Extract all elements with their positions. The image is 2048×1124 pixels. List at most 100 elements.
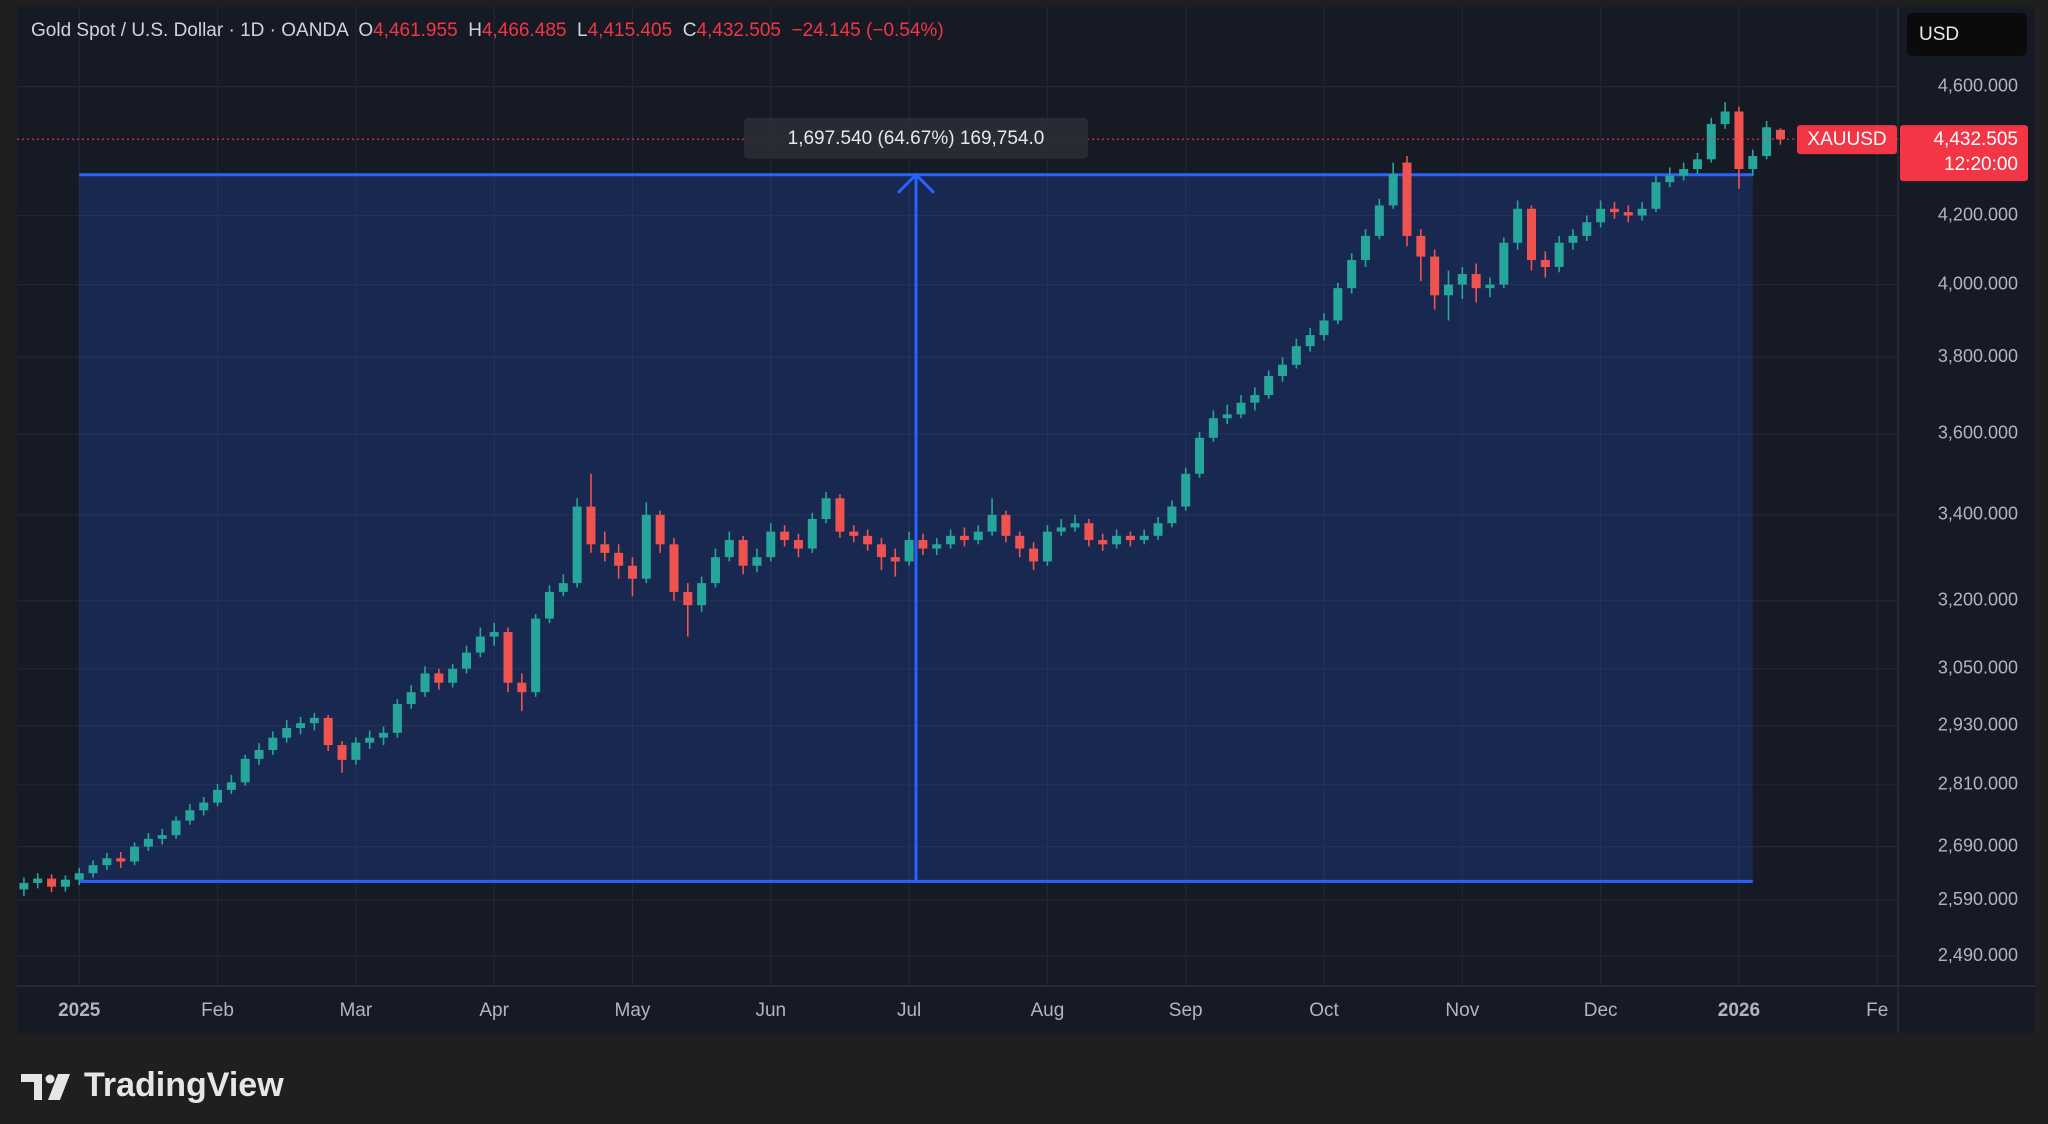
candle-body: [1692, 159, 1702, 170]
candle-body: [1139, 535, 1149, 541]
y-tick-label: 2,590.000: [1938, 889, 2018, 909]
candle-body: [876, 544, 886, 558]
candle-body: [1499, 242, 1509, 285]
candle-body: [544, 591, 554, 619]
candle-body: [669, 544, 679, 592]
x-tick-label: Jul: [897, 1000, 921, 1021]
y-tick-label: 4,000.000: [1938, 273, 2018, 293]
candle-body: [296, 723, 306, 729]
candle-body: [1195, 437, 1205, 474]
candle-body: [1264, 376, 1274, 396]
candle-body: [185, 810, 195, 821]
candle-body: [323, 717, 333, 746]
candle-body: [1112, 535, 1122, 545]
candle-body: [74, 873, 84, 880]
candle-body: [213, 789, 223, 803]
x-tick-label: Oct: [1309, 1000, 1339, 1021]
y-tick-label: 2,490.000: [1938, 945, 2018, 965]
candle-body: [309, 717, 319, 724]
candle-body: [1734, 111, 1744, 170]
currency-button[interactable]: USD: [1907, 13, 2027, 56]
candle-body: [558, 583, 568, 592]
candle-body: [697, 583, 707, 606]
candle-body: [531, 618, 541, 693]
candle-body: [683, 591, 693, 606]
candle-body: [1554, 242, 1564, 268]
candle-body: [226, 782, 236, 790]
candle-body: [143, 838, 153, 847]
candle-body: [821, 498, 831, 520]
candle-body: [420, 673, 430, 693]
x-tick-label: Fe: [1866, 1000, 1888, 1021]
symbol-tag: [1797, 125, 1897, 155]
candle-body: [282, 728, 292, 738]
candle-body: [517, 682, 527, 693]
logo-icon: [45, 1074, 55, 1084]
candle-body: [1388, 173, 1398, 206]
candle-body: [1430, 256, 1440, 296]
candle-body: [904, 540, 914, 562]
x-tick-label: 2026: [1718, 1000, 1760, 1021]
candle-body: [1402, 162, 1412, 236]
measure-label: 1,697.540 (64.67%) 169,754.0: [788, 128, 1045, 149]
candle-body: [1457, 274, 1467, 285]
candle-body: [47, 878, 57, 887]
ohlc-value: 4,432.505: [696, 20, 781, 41]
ohlc-value: 4,466.485: [481, 20, 567, 41]
x-tick-label: Feb: [201, 1000, 234, 1021]
candle-body: [475, 636, 485, 653]
candle-body: [1651, 182, 1661, 209]
candle-body: [1084, 523, 1094, 541]
candle-body: [766, 531, 776, 558]
candle-body: [503, 632, 513, 683]
candle-body: [448, 668, 458, 683]
candle-body: [1637, 208, 1647, 216]
candle-body: [1471, 274, 1481, 289]
x-tick-label: Nov: [1445, 1000, 1479, 1021]
candle-body: [1775, 129, 1785, 140]
candle-body: [1029, 548, 1039, 562]
candle-body: [1443, 284, 1453, 296]
candle-body: [1319, 320, 1329, 336]
candle-body: [1623, 212, 1633, 216]
candle-body: [1333, 288, 1343, 321]
candle-body: [171, 820, 181, 836]
candle-body: [835, 498, 845, 532]
candle-body: [489, 632, 499, 637]
candle-body: [19, 882, 29, 890]
ohlc-value: 4,415.405: [587, 20, 673, 41]
candle-body: [1153, 523, 1163, 536]
candle-body: [365, 737, 375, 743]
ohlc-key: H: [468, 20, 482, 41]
candle-body: [1250, 395, 1260, 403]
candle-body: [614, 552, 624, 566]
candle-body: [1609, 208, 1619, 213]
candle-body: [807, 519, 817, 549]
candle-body: [254, 749, 264, 759]
price-tag-label: 4,432.505: [1933, 129, 2018, 150]
candle-body: [586, 506, 596, 545]
x-tick-label: Aug: [1030, 1000, 1064, 1021]
candle-body: [1485, 284, 1495, 289]
measure-label-box: [744, 117, 1089, 159]
header: Gold Spot / U.S. Dollar · 1D · OANDA O4,…: [31, 20, 944, 42]
candle-body: [849, 531, 859, 536]
candle-body: [1762, 127, 1772, 157]
candle-body: [1098, 540, 1108, 545]
candle-body: [1291, 346, 1301, 365]
candle-body: [890, 557, 900, 562]
symbol-title: Gold Spot / U.S. Dollar · 1D · OANDA: [31, 20, 348, 41]
candle-body: [1208, 418, 1218, 438]
candle-body: [240, 758, 250, 783]
candle-body: [752, 557, 762, 566]
candle-body: [1568, 235, 1578, 243]
candle-body: [724, 540, 734, 558]
change: −24.145 (−0.54%): [791, 20, 944, 41]
candle-body: [337, 745, 347, 760]
candle-body: [1748, 156, 1758, 170]
candle-body: [1222, 414, 1232, 419]
candle-body: [1582, 222, 1592, 236]
logo: [21, 1074, 70, 1100]
y-tick-label: 3,400.000: [1938, 504, 2018, 524]
